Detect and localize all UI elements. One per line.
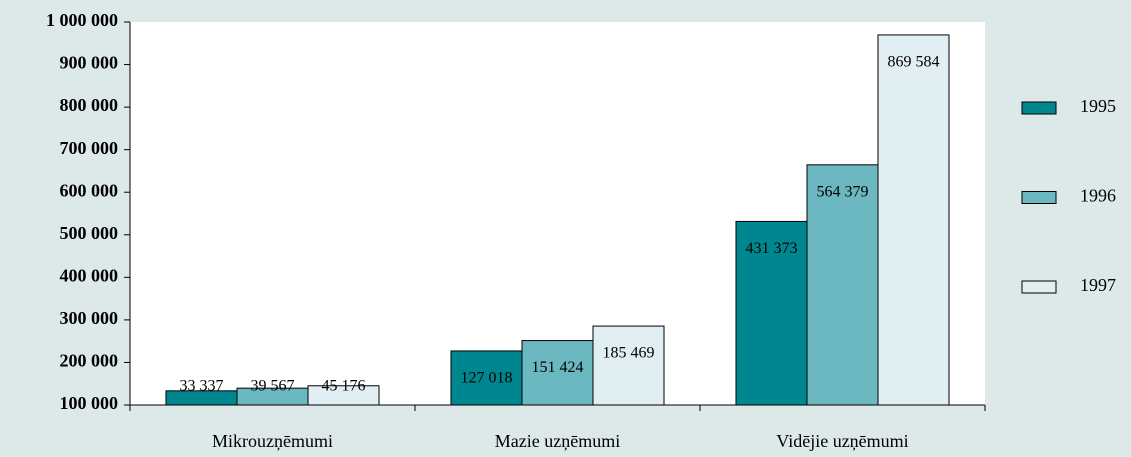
bar	[592, 325, 665, 406]
value-label: 869 584	[888, 54, 940, 71]
value-label: 431 373	[746, 240, 798, 257]
value-label: 564 379	[817, 183, 869, 200]
y-tick-label: 500 000	[60, 223, 119, 243]
y-tick-label: 800 000	[60, 95, 119, 115]
bar	[735, 220, 808, 406]
x-tick-label: Mikrouzņēmumi	[212, 431, 333, 451]
y-tick-label: 400 000	[60, 265, 119, 285]
legend-label: 1996	[1080, 186, 1116, 206]
legend-label: 1997	[1080, 275, 1116, 295]
bar	[521, 340, 594, 406]
bar	[806, 164, 879, 406]
value-label: 39 567	[251, 378, 295, 395]
y-tick-label: 200 000	[60, 351, 119, 371]
value-label: 185 469	[603, 345, 655, 362]
y-tick-label: 100 000	[60, 393, 119, 413]
value-label: 127 018	[461, 370, 513, 387]
value-label: 151 424	[532, 359, 584, 376]
legend-swatch	[1021, 101, 1057, 115]
x-tick-label: Vidējie uzņēmumi	[776, 431, 908, 451]
value-label: 33 337	[180, 378, 224, 395]
legend-label: 1995	[1080, 96, 1116, 116]
y-tick-label: 1 000 000	[46, 10, 118, 30]
y-tick-label: 600 000	[60, 180, 119, 200]
legend-swatch	[1021, 280, 1057, 294]
value-label: 45 176	[322, 378, 366, 395]
bar	[877, 34, 950, 406]
bar	[307, 385, 380, 406]
y-tick-label: 700 000	[60, 138, 119, 158]
bar	[450, 350, 523, 406]
legend-swatch	[1021, 191, 1057, 204]
x-tick-label: Mazie uzņēmumi	[495, 431, 620, 451]
y-tick-label: 300 000	[60, 308, 119, 328]
y-tick-label: 900 000	[60, 53, 119, 73]
